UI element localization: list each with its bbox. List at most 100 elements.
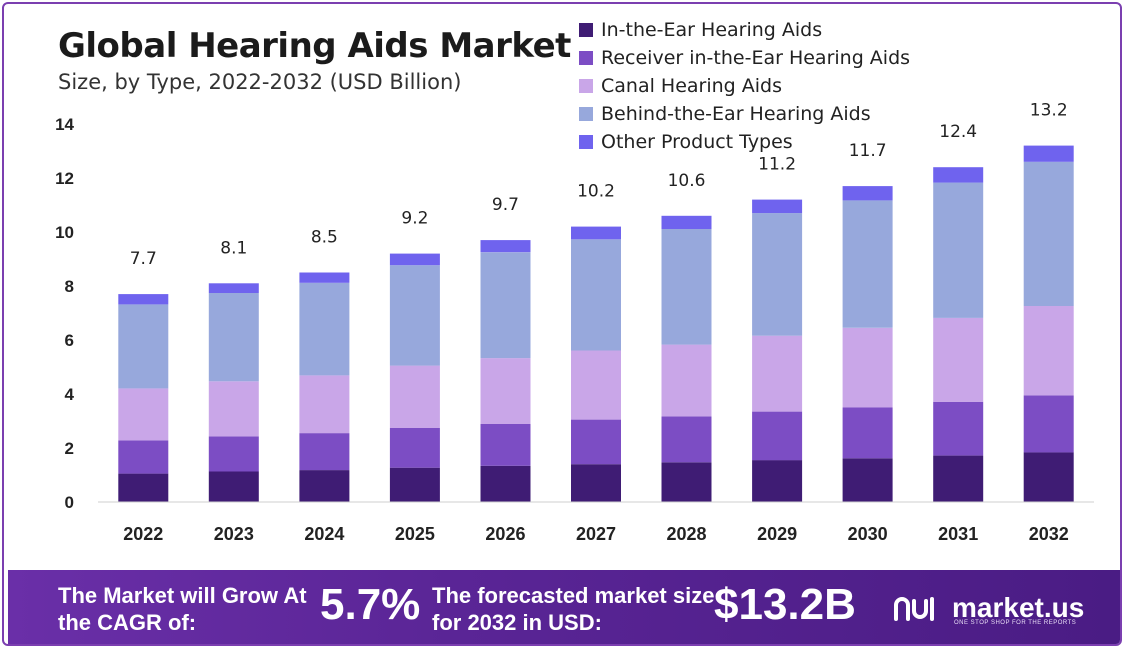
bar-segment [389, 253, 440, 266]
bar-segment [299, 433, 350, 471]
y-tick-label: 12 [55, 169, 74, 188]
legend-swatch [579, 135, 593, 149]
bars [118, 145, 1074, 502]
bar-segment [118, 304, 169, 389]
legend-swatch [579, 23, 593, 37]
bar-segment [208, 471, 259, 502]
bar-total-label: 9.7 [492, 195, 519, 215]
bar-total-label: 12.4 [939, 122, 977, 142]
bar-segment [1023, 306, 1074, 396]
bar-segment [933, 167, 984, 183]
brand-logo: market.us [892, 592, 1084, 624]
bar-segment [571, 464, 621, 502]
brand-name: market.us [952, 592, 1085, 623]
bar-segment [571, 419, 621, 465]
bar-segment [118, 440, 169, 474]
bar-segment [842, 407, 893, 459]
bar-segment [118, 388, 169, 441]
bar-total-label: 9.2 [401, 209, 428, 229]
chart-subtitle: Size, by Type, 2022-2032 (USD Billion) [58, 70, 462, 94]
x-tick-label: 2028 [667, 524, 707, 544]
legend-item-in-the-ear: In-the-Ear Hearing Aids [579, 16, 910, 44]
y-tick-label: 6 [65, 331, 74, 350]
bar-segment [571, 239, 621, 351]
x-tick-label: 2030 [848, 524, 888, 544]
bar-total-label: 11.7 [849, 141, 887, 161]
legend-swatch [579, 51, 593, 65]
x-tick-label: 2023 [214, 524, 254, 544]
cagr-caption: The Market will Grow At the CAGR of: [58, 583, 307, 635]
bar-total-label: 10.2 [577, 182, 615, 202]
bar-segment [842, 200, 893, 328]
bar-segment [933, 455, 984, 502]
forecast-value: $13.2B [714, 580, 856, 629]
bar-segment [752, 460, 803, 502]
bar-total-label: 11.2 [758, 155, 796, 175]
x-tick-label: 2032 [1029, 524, 1069, 544]
bar-segment [480, 252, 531, 359]
bar-segment [299, 470, 350, 502]
bar-segment [208, 293, 259, 382]
bar-segment [752, 335, 803, 412]
bar-segment [571, 350, 621, 420]
x-tick-label: 2022 [123, 524, 163, 544]
bar-segment [842, 458, 893, 502]
bar-segment [1023, 161, 1074, 306]
bar-segment [208, 436, 259, 472]
legend-item-receiver-in-the-ear: Receiver in-the-Ear Hearing Aids [579, 44, 910, 72]
bar-total-labels: 7.7 8.1 8.5 9.2 9.7 10.2 10.6 11.2 11.7 12.4 13.2 [130, 101, 1068, 270]
bar-segment [208, 283, 259, 293]
bar-segment [661, 416, 712, 463]
y-tick-label: 8 [65, 277, 74, 296]
bar-total-label: 8.1 [220, 238, 247, 258]
legend-swatch [579, 79, 593, 93]
bar-segment [933, 182, 984, 318]
legend-item-behind-the-ear: Behind-the-Ear Hearing Aids [579, 100, 910, 128]
bar-segment [389, 365, 440, 428]
market-us-logo-icon [894, 597, 934, 621]
x-tick-label: 2026 [485, 524, 525, 544]
bar-segment [933, 317, 984, 402]
infographic-frame: Global Hearing Aids Market Size, by Type… [2, 2, 1122, 646]
bar-segment [1023, 145, 1074, 162]
cagr-value: 5.7% [320, 580, 421, 629]
bar-segment [661, 229, 712, 345]
y-tick-label: 10 [55, 223, 74, 242]
y-axis: 0 2 4 6 8 10 12 14 [55, 115, 74, 512]
bar-segment [389, 467, 440, 502]
legend-label: Canal Hearing Aids [601, 75, 783, 97]
legend-item-other: Other Product Types [579, 128, 910, 156]
legend-swatch [579, 107, 593, 121]
x-axis: 2022 2023 2024 2025 2026 2027 2028 2029 2030 2031… [98, 501, 1094, 544]
bar-segment [933, 401, 984, 456]
bar-segment [389, 428, 440, 468]
x-tick-label: 2029 [757, 524, 797, 544]
bar-segment [1023, 395, 1074, 453]
y-tick-label: 4 [65, 385, 75, 404]
legend: In-the-Ear Hearing Aids Receiver in-the-… [579, 16, 910, 156]
bar-segment [661, 215, 712, 229]
legend-label: Other Product Types [601, 131, 793, 153]
legend-label: Receiver in-the-Ear Hearing Aids [601, 47, 911, 69]
bar-segment [661, 462, 712, 502]
x-tick-label: 2024 [304, 524, 344, 544]
legend-item-canal: Canal Hearing Aids [579, 72, 910, 100]
legend-label: In-the-Ear Hearing Aids [601, 19, 823, 41]
bar-total-label: 10.6 [668, 171, 706, 191]
bar-segment [208, 381, 259, 437]
bar-segment [480, 465, 531, 502]
bar-segment [118, 294, 169, 305]
bar-segment [842, 186, 893, 201]
bar-segment [480, 240, 531, 253]
x-tick-label: 2031 [938, 524, 978, 544]
brand-tagline: ONE STOP SHOP FOR THE REPORTS [954, 620, 1077, 626]
bar-segment [842, 327, 893, 408]
bar-segment [299, 282, 350, 376]
bar-total-label: 7.7 [130, 249, 157, 269]
bar-segment [389, 265, 440, 366]
bar-segment [752, 213, 803, 336]
bar-segment [571, 226, 621, 240]
bar-total-label: 8.5 [311, 228, 338, 248]
forecast-caption: The forecasted market size for 2032 in U… [432, 583, 715, 635]
y-tick-label: 2 [65, 439, 74, 458]
